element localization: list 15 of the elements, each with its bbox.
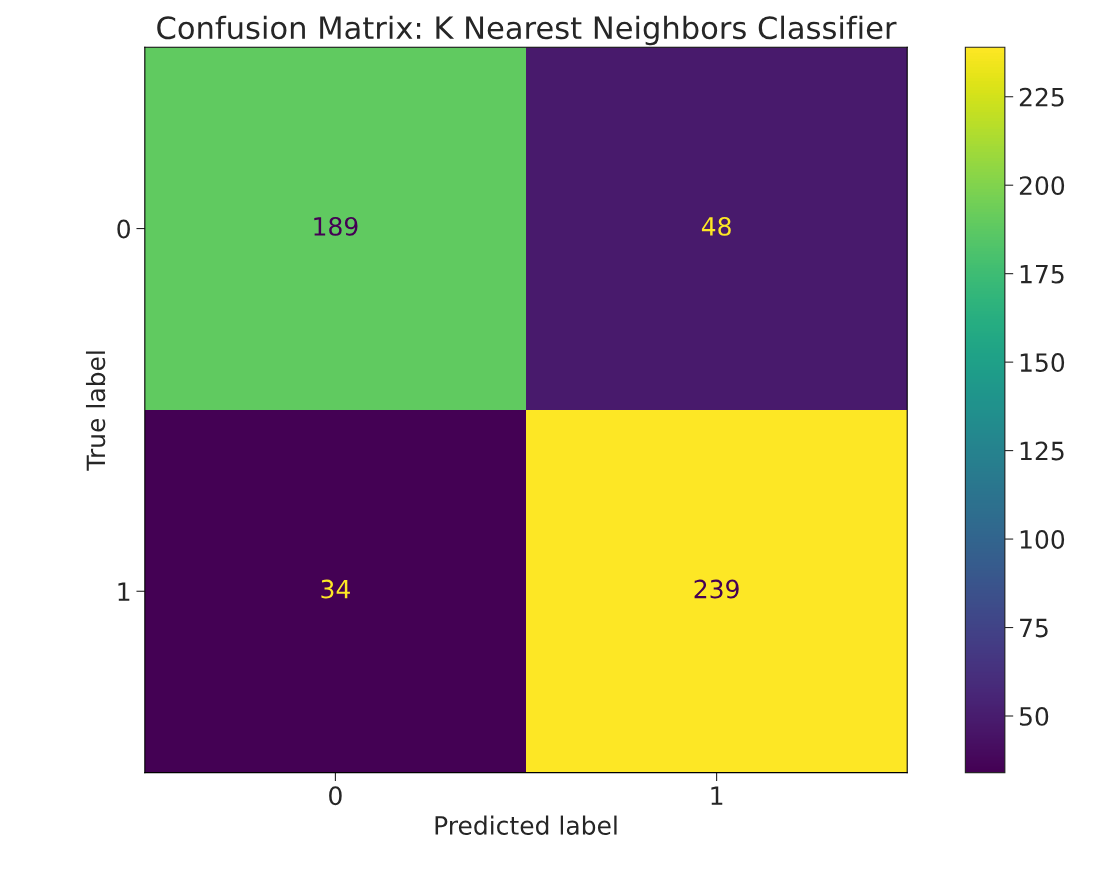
x-axis-title: Predicted label [435, 815, 617, 835]
data-label: 34 [321, 579, 350, 599]
color-bar-label: 50 [1019, 706, 1049, 726]
color-bar-label: 125 [1020, 441, 1064, 461]
color-bar-label: 75 [1020, 618, 1048, 638]
color-bar-label: 175 [1020, 264, 1064, 284]
color-bar-label: 150 [1020, 353, 1065, 372]
chart-title: Confusion Matrix: K Nearest Neighbors Classifier [157, 15, 897, 46]
data-label: 48 [701, 216, 731, 236]
color-bar-label: 100 [1020, 530, 1065, 549]
y-axis-title: True label [85, 351, 106, 471]
color-bar-label: 225 [1019, 87, 1064, 107]
data-label: 239 [694, 579, 739, 599]
data-label: 189 [314, 216, 358, 236]
color-bar-label: 200 [1019, 176, 1065, 196]
